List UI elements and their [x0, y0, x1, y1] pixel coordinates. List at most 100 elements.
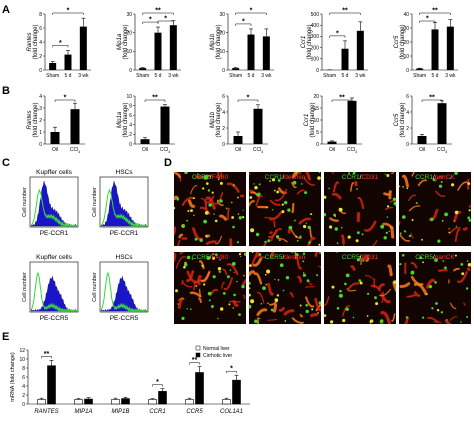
stain-separator: /: [282, 174, 285, 181]
panel-a-sig-star: *: [67, 8, 70, 15]
micrograph-image: [249, 252, 321, 324]
panel-a-sig-bracket: [329, 12, 361, 15]
stain-red-label: desmin: [284, 254, 306, 261]
panel-b-y-label: Mip1b(fold change): [210, 102, 222, 137]
e-bar-cirrhotic: [232, 379, 241, 405]
histogram-isotype-line: [30, 271, 78, 313]
e-y-label: mRNA (fold change): [10, 352, 16, 402]
stain-green-label: CCR5: [341, 254, 360, 261]
stain-red-label: CD31: [361, 174, 379, 181]
panel-a-sig-star: *: [250, 8, 253, 15]
micrograph-tile: CCR1/desmin: [249, 172, 321, 246]
panel-b-y-tick-label: 0: [39, 142, 42, 148]
panel-label-b: B: [2, 85, 10, 97]
stain-separator: /: [209, 174, 212, 181]
panel-label-d: D: [164, 157, 172, 169]
panel-a-category-label: 3 wk: [261, 73, 272, 79]
panel-a-y-tick-label: 0: [316, 68, 319, 74]
e-y-tick-label: 6: [22, 375, 25, 381]
panel-a-bar: [356, 30, 364, 70]
histogram-isotype-line: [30, 188, 78, 228]
panel-b-y-tick-label: 4: [222, 110, 225, 116]
e-bar-normal: [185, 399, 194, 405]
histogram-isotype-line: [100, 188, 148, 228]
panel-b-category-label: Oil: [52, 147, 58, 153]
micrograph-stain-label: CCR5/CD31: [324, 254, 396, 261]
e-legend-label: Cirrhotic liver: [203, 353, 233, 359]
histogram-x-label: PE-CCR5: [110, 315, 139, 322]
panel-a-category-label: Sham: [323, 73, 336, 79]
panel-a-sig-star: **: [432, 8, 438, 15]
stain-red-label: panCK: [434, 174, 455, 181]
e-bar-normal: [222, 399, 231, 405]
e-sig-star: **: [44, 351, 50, 358]
micrograph-stain-label: CCR1/F4/80: [174, 174, 246, 181]
panel-a-bar: [262, 36, 270, 70]
panel-a-y-tick-label: 300: [311, 34, 320, 40]
panel-b-y-tick-label: 20: [313, 94, 319, 100]
panel-a-y-tick-label: 10: [126, 49, 132, 55]
panel-b-sig-bracket: [331, 99, 353, 102]
e-category-label: MIP1B: [111, 409, 129, 415]
panel-a-sig-bracket: [419, 12, 451, 15]
panel-b-y-tick-label: 2: [39, 118, 42, 124]
e-y-tick-label: 12: [19, 348, 25, 354]
stain-red-label: panCK: [434, 254, 455, 261]
panel-a-category-label: Sham: [413, 73, 426, 79]
stain-separator: /: [209, 254, 212, 261]
panel-a-category-label: 5 d: [65, 73, 72, 79]
panel-b-y-tick-label: 6: [129, 113, 132, 119]
panel-b-bar: [327, 141, 337, 144]
panel-a-category-label: 5 d: [248, 73, 255, 79]
micrograph-stain-label: CCR1/desmin: [249, 174, 321, 181]
micrograph-image: [249, 172, 321, 246]
panel-b-y-tick-label: 3: [39, 106, 42, 112]
panel-a-y-tick-label: 20: [403, 40, 409, 46]
panel-a-category-label: 5 d: [155, 73, 162, 79]
panel-b-y-tick-label: 4: [406, 110, 409, 116]
panel-b-category-label: CCl4: [347, 147, 357, 154]
panel-b-y-tick-label: 10: [313, 118, 319, 124]
panel-a-sig-star: *: [59, 40, 62, 47]
micrograph-tile: CCR5/desmin: [249, 252, 321, 324]
panel-b-sig-bracket: [421, 99, 443, 102]
panel-a-y-tick-label: 10: [403, 54, 409, 60]
panel-c-histograms: Kupffer cells Cell number PE-CCR1 HSCs Cell …: [22, 169, 149, 322]
panel-a-bar: [49, 63, 57, 70]
panel-a-category-label: 5 d: [432, 73, 439, 79]
panel-b-y-tick-label: 0: [129, 142, 132, 148]
e-bar-normal: [111, 399, 120, 405]
histogram-x-label: PE-CCR5: [40, 315, 69, 322]
histogram-x-label: PE-CCR1: [110, 230, 139, 237]
e-bar-normal: [74, 399, 83, 405]
panel-b-y-tick-label: 0: [406, 142, 409, 148]
panel-b-sig-bracket: [144, 99, 166, 102]
panel-a-y-label: Ccr5(fold change): [394, 24, 406, 59]
panel-b-y-tick-label: 0: [222, 142, 225, 148]
panel-a-sig-star: *: [336, 30, 339, 37]
panel-b-y-label: Mip1a(fold change): [117, 102, 129, 137]
panel-a-sig-star: **: [342, 8, 348, 15]
histogram-y-label: Cell number: [92, 272, 98, 302]
e-category-label: COL1A1: [220, 409, 243, 415]
panel-a-category-label: 3 wk: [445, 73, 456, 79]
micrograph-tile: CCR1/CD31: [324, 172, 396, 246]
panel-a-y-tick-label: 40: [403, 12, 409, 18]
panel-a-y-label: Rantes(fold change): [27, 24, 39, 59]
panel-a-y-tick-label: 30: [403, 26, 409, 32]
panel-a-sig-bracket: [142, 12, 174, 15]
panel-b-bar: [70, 109, 80, 144]
panel-a-y-tick-label: 0: [222, 68, 225, 74]
e-sig-bracket: [41, 356, 52, 359]
panel-b-category-label: CCl4: [160, 147, 170, 154]
histogram-x-label: PE-CCR1: [40, 230, 69, 237]
e-category-label: CCR5: [186, 409, 203, 415]
panel-a-category-label: 5 d: [342, 73, 349, 79]
histogram-title: HSCs: [116, 254, 134, 261]
micrograph-stain-label: CCR1/panCK: [399, 174, 471, 181]
panel-a-y-tick-label: 6: [39, 26, 42, 32]
panel-a-bar: [341, 48, 349, 70]
